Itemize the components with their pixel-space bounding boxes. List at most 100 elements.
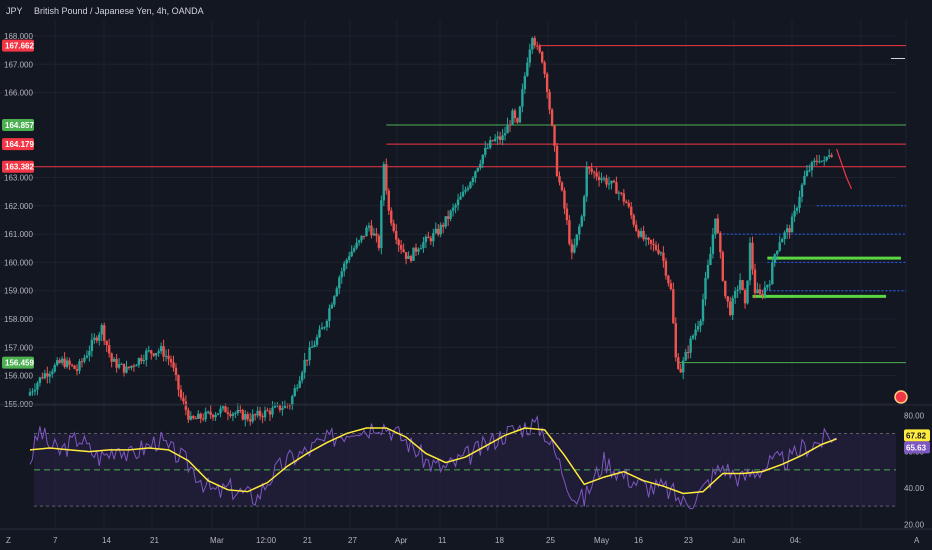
candle-body (607, 183, 611, 185)
candle-body (303, 359, 306, 373)
candle-body (763, 287, 767, 296)
candle-body (493, 138, 497, 141)
candle-body (583, 196, 586, 217)
candle-body (753, 269, 757, 294)
candle-body (211, 414, 215, 418)
candle-body (63, 358, 66, 368)
candle-body (704, 277, 707, 300)
candle-body (788, 228, 791, 233)
candle-body (689, 338, 692, 353)
candle-body (706, 265, 710, 278)
candlestick-series[interactable] (28, 35, 833, 427)
candle-body (746, 280, 749, 304)
candle-body (538, 46, 541, 52)
candle-body (174, 367, 178, 375)
candle-body (456, 199, 460, 206)
candle-body (246, 414, 249, 420)
candle-body (736, 289, 739, 291)
candle-body (204, 411, 207, 420)
candle-body (471, 177, 475, 183)
candle-body (506, 124, 509, 134)
candle-body (437, 228, 440, 235)
candle-body (219, 408, 222, 414)
candle-body (360, 235, 363, 241)
candle-body (271, 407, 274, 415)
candle-body (28, 392, 32, 396)
price-tick-label: 156.000 (4, 372, 33, 381)
candle-body (516, 118, 519, 123)
candle-body (83, 357, 86, 362)
candle-body (315, 337, 319, 345)
price-tick-label: 161.000 (4, 230, 33, 239)
candle-body (622, 193, 626, 202)
candle-body (189, 416, 193, 420)
time-axis[interactable]: 7 14 21 Mar 12:00 21 27 Apr 11 18 25 May 16 23 Jun 04: (53, 536, 801, 545)
price-tick-label: 159.000 (4, 287, 33, 296)
candle-body (85, 355, 89, 358)
candle-body (100, 325, 103, 335)
candle-body (798, 196, 801, 208)
price-tick-label: 158.000 (4, 315, 33, 324)
candle-body (486, 147, 489, 149)
candle-body (674, 323, 677, 358)
time-tick-label: Mar (210, 536, 224, 545)
time-tick-label: 27 (348, 536, 357, 545)
candle-body (338, 277, 341, 289)
auto-scale-icon[interactable]: A (914, 536, 920, 545)
price-axis[interactable]: 168.000 167.000 166.000 163.000 162.000 161.0… (4, 32, 33, 409)
candle-body (439, 224, 442, 235)
rsi-tick-label: 40.00 (904, 484, 925, 493)
candle-body (390, 210, 393, 224)
candle-body (350, 251, 353, 257)
candle-body (394, 231, 398, 240)
crosshair-marker-icon (891, 58, 905, 59)
candle-body (46, 373, 49, 377)
candle-body (231, 413, 235, 416)
candle-body (325, 321, 329, 328)
candle-body (340, 271, 343, 278)
candle-body (827, 155, 831, 157)
candle-body (652, 243, 655, 246)
price-tick-label: 157.000 (4, 343, 33, 352)
candle-body (590, 168, 593, 172)
candle-body (647, 237, 650, 240)
candle-body (263, 410, 267, 418)
candle-body (580, 216, 583, 227)
candle-body (167, 355, 170, 360)
candle-body (758, 289, 762, 294)
rsi-series (29, 414, 837, 510)
candle-body (177, 374, 180, 390)
candle-body (78, 361, 81, 371)
alert-icon[interactable] (894, 390, 908, 404)
price-tag-box (2, 138, 34, 151)
candle-body (137, 358, 141, 366)
candle-body (357, 240, 361, 243)
candle-body (375, 233, 378, 236)
rsi-value-tag-label: 67.82 (906, 431, 927, 440)
candle-body (830, 155, 833, 157)
candle-body (672, 289, 675, 324)
candle-body (229, 414, 232, 416)
candle-body (130, 365, 133, 368)
price-tag-label: 164.857 (5, 121, 34, 130)
timezone-icon[interactable]: Z (6, 536, 11, 545)
candle-body (768, 284, 772, 286)
candle-body (748, 242, 752, 281)
time-tick-label: 11 (438, 536, 447, 545)
candle-body (95, 337, 99, 341)
candle-body (424, 236, 428, 242)
candle-body (592, 171, 596, 173)
candle-body (508, 124, 512, 126)
candle-body (244, 414, 247, 420)
candle-body (182, 397, 185, 402)
candle-body (206, 411, 210, 413)
candle-body (511, 110, 514, 125)
candle-body (780, 238, 784, 243)
candle-body (105, 340, 108, 346)
candle-body (714, 218, 717, 235)
candle-body (721, 252, 724, 281)
candle-body (343, 263, 346, 272)
candle-body (328, 308, 331, 322)
